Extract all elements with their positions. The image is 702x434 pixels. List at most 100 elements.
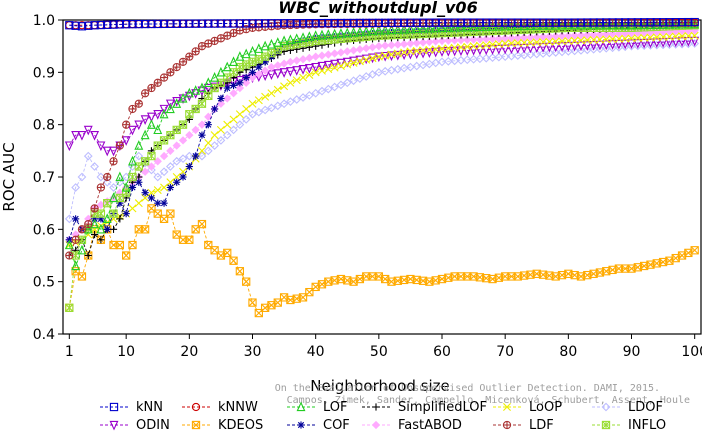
fastabod-point-32 [260,66,270,75]
knn-point-96 [665,18,674,27]
knn-point-78 [551,18,560,27]
ldof-point-2 [71,183,81,192]
series-loop [65,31,699,250]
knn-point-7 [103,20,112,29]
cof-point-23 [204,121,212,129]
odin-point-44 [336,58,346,69]
legend-label-odin: ODIN [136,418,170,433]
series-line-odin [68,40,695,152]
fastabod-point-58 [425,37,434,47]
lof-point-35 [279,35,289,46]
lof-point-95 [658,19,668,29]
ldof-point-26 [222,130,232,140]
knn-point-68 [488,18,497,27]
knn-point-40 [311,18,320,28]
odin-point-70 [500,44,510,55]
odin-point-96 [664,37,674,48]
odin-point-17 [165,99,175,110]
fastabod-point-77 [545,32,554,41]
ldof-point-19 [178,154,188,164]
fastabod-point-89 [621,29,630,38]
odin-point-36 [285,67,295,77]
knn-point-49 [368,18,377,28]
cof-point-11 [128,183,137,192]
ldof-point-64 [462,55,472,65]
fastabod-point-80 [564,31,573,40]
legend-item-ldof: LDOF [592,400,663,415]
knn-point-100 [690,17,699,27]
kdeos-point-29 [242,277,251,286]
knn-point-91 [633,18,642,27]
legend-item-simplifiedlof: SimplifiedLOF [362,400,487,415]
loop-point-90 [627,34,636,43]
loop-point-39 [305,70,314,79]
knn-point-61 [444,18,453,27]
legend-label-knnw: kNNW [218,400,258,415]
lof-point-53 [393,24,403,34]
ldof-point-99 [683,39,693,49]
cof-point-13 [141,189,149,197]
odin-point-42 [323,60,333,71]
ldof-point-75 [532,49,542,59]
lof-point-32 [260,40,270,51]
legend-item-lof: LOF [287,400,348,415]
fastabod-point-28 [235,83,245,93]
knn-point-5 [90,21,99,30]
loop-point-41 [318,66,326,75]
legend-item-cof: COF [287,418,350,433]
kdeos-point-100 [690,246,699,255]
credit-line-1: Campos, Zimek, Sander, Campello, Micenko… [287,394,690,406]
series-line-kdeos [68,207,695,314]
fastabod-point-37 [292,56,301,65]
ldof-point-48 [361,72,371,81]
ldof-point-12 [134,151,144,161]
knn-point-38 [298,19,308,28]
ldof-point-24 [210,141,219,150]
lof-point-14 [146,119,156,129]
knn-point-83 [583,18,592,27]
knn-point-28 [235,19,245,28]
knn-point-12 [134,19,143,29]
lof-point-44 [336,28,346,38]
loop-point-78 [551,37,560,46]
knn-point-22 [197,19,207,28]
ldof-point-92 [639,41,649,51]
cof-point-10 [122,210,130,218]
fastabod-point-69 [494,34,504,43]
y-tick-label: 1.0 [33,13,55,29]
legend-item-ldf: LDF [493,418,554,433]
odin-point-22 [197,86,207,97]
legend-item-odin: ODIN [100,418,170,433]
lof-point-8 [109,192,118,203]
loop-point-55 [406,47,415,56]
knn-point-13 [140,19,150,29]
x-tick-label: 1 [65,344,74,360]
legend-item-knn: kNN [100,400,163,415]
loop-point-69 [494,40,503,49]
loop-point-63 [456,43,465,52]
cof-point-24 [211,105,219,113]
y-tick-label: 0.4 [33,327,55,343]
ldof-point-32 [260,105,270,115]
legend-label-simplifiedlof: SimplifiedLOF [398,400,487,415]
cof-point-26 [223,84,231,92]
loop-point-31 [254,96,263,105]
ldof-point-91 [633,41,643,51]
ldof-point-38 [298,93,308,102]
knn-point-14 [147,19,156,29]
loop-point-98 [678,32,687,41]
loop-point-84 [589,35,598,44]
loop-point-76 [539,37,548,46]
knn-point-57 [418,18,428,27]
fastabod-point-74 [526,33,535,42]
kdeos-point-13 [140,225,150,234]
ldof-point-93 [646,41,655,50]
fastabod-point-73 [519,33,529,42]
fastabod-point-45 [343,47,352,56]
lof-point-94 [652,19,662,29]
odin-point-98 [677,37,687,47]
loop-point-70 [501,39,510,48]
fastabod-point-82 [576,31,586,40]
loop-point-37 [292,76,301,85]
ldof-point-89 [620,42,630,52]
